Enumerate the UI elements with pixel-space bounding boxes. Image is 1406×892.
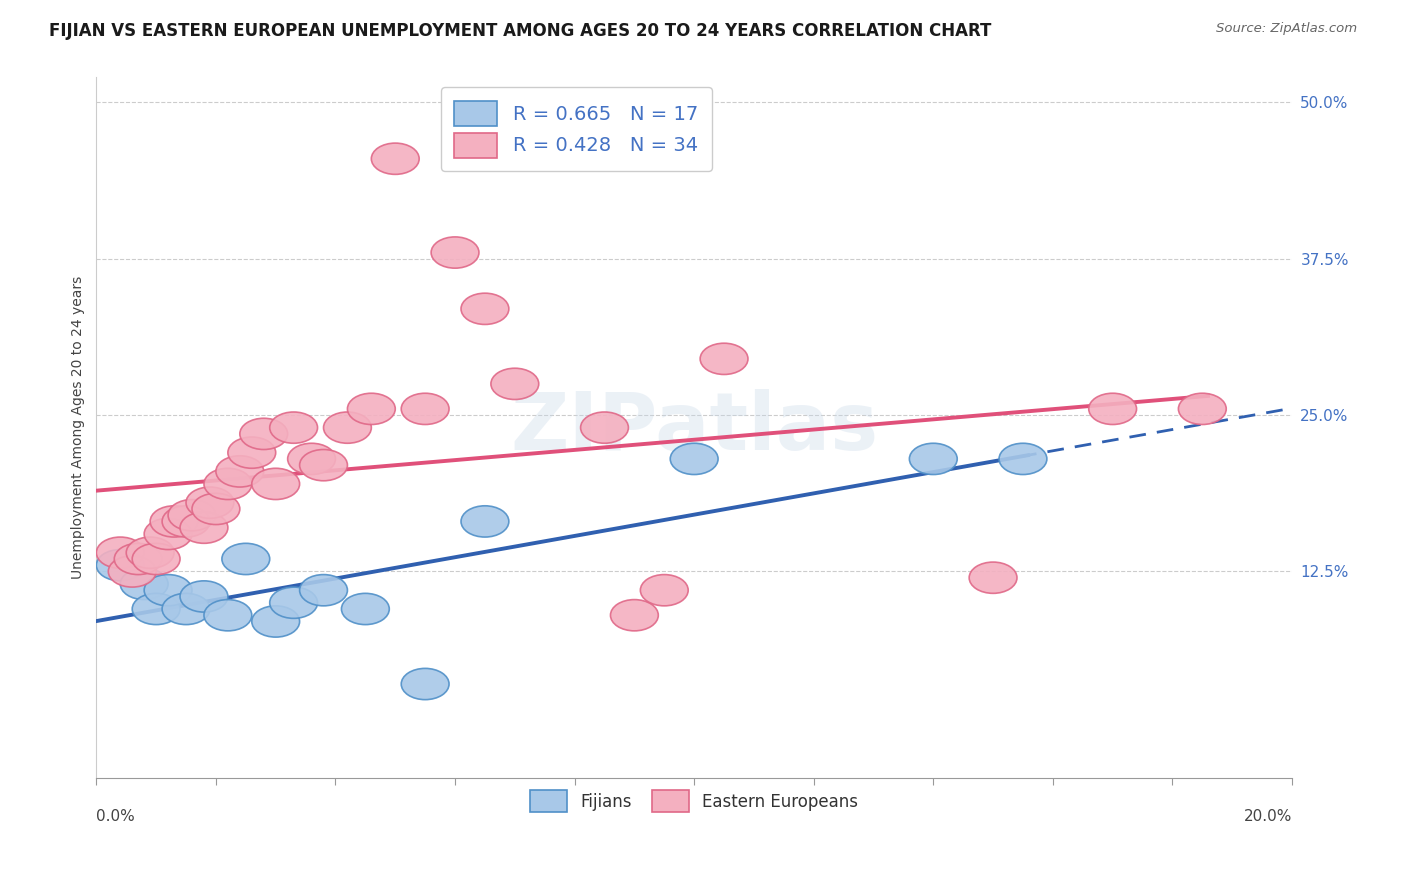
Ellipse shape bbox=[127, 537, 174, 568]
Ellipse shape bbox=[347, 393, 395, 425]
Ellipse shape bbox=[252, 468, 299, 500]
Ellipse shape bbox=[323, 412, 371, 443]
Y-axis label: Unemployment Among Ages 20 to 24 years: Unemployment Among Ages 20 to 24 years bbox=[72, 276, 86, 579]
Ellipse shape bbox=[121, 568, 169, 599]
Ellipse shape bbox=[180, 512, 228, 543]
Ellipse shape bbox=[288, 443, 336, 475]
Ellipse shape bbox=[401, 393, 449, 425]
Ellipse shape bbox=[228, 437, 276, 468]
Ellipse shape bbox=[969, 562, 1017, 593]
Ellipse shape bbox=[132, 593, 180, 624]
Text: ZIPatlas: ZIPatlas bbox=[510, 389, 879, 467]
Ellipse shape bbox=[204, 468, 252, 500]
Ellipse shape bbox=[671, 443, 718, 475]
Ellipse shape bbox=[193, 493, 240, 524]
Legend: Fijians, Eastern Europeans: Fijians, Eastern Europeans bbox=[524, 784, 865, 819]
Ellipse shape bbox=[1000, 443, 1047, 475]
Ellipse shape bbox=[610, 599, 658, 631]
Ellipse shape bbox=[270, 412, 318, 443]
Ellipse shape bbox=[150, 506, 198, 537]
Text: 20.0%: 20.0% bbox=[1244, 809, 1292, 824]
Ellipse shape bbox=[97, 537, 145, 568]
Ellipse shape bbox=[700, 343, 748, 375]
Ellipse shape bbox=[270, 587, 318, 618]
Ellipse shape bbox=[114, 543, 162, 574]
Ellipse shape bbox=[132, 543, 180, 574]
Ellipse shape bbox=[97, 549, 145, 581]
Ellipse shape bbox=[162, 506, 209, 537]
Ellipse shape bbox=[162, 593, 209, 624]
Ellipse shape bbox=[217, 456, 264, 487]
Ellipse shape bbox=[186, 487, 233, 518]
Ellipse shape bbox=[371, 143, 419, 174]
Text: 0.0%: 0.0% bbox=[97, 809, 135, 824]
Ellipse shape bbox=[299, 574, 347, 606]
Ellipse shape bbox=[461, 506, 509, 537]
Ellipse shape bbox=[640, 574, 688, 606]
Ellipse shape bbox=[252, 606, 299, 637]
Ellipse shape bbox=[299, 450, 347, 481]
Ellipse shape bbox=[204, 599, 252, 631]
Ellipse shape bbox=[432, 237, 479, 268]
Ellipse shape bbox=[108, 556, 156, 587]
Ellipse shape bbox=[1088, 393, 1136, 425]
Ellipse shape bbox=[1178, 393, 1226, 425]
Ellipse shape bbox=[461, 293, 509, 325]
Ellipse shape bbox=[240, 418, 288, 450]
Ellipse shape bbox=[169, 500, 217, 531]
Ellipse shape bbox=[145, 574, 193, 606]
Ellipse shape bbox=[180, 581, 228, 612]
Ellipse shape bbox=[491, 368, 538, 400]
Ellipse shape bbox=[145, 518, 193, 549]
Ellipse shape bbox=[342, 593, 389, 624]
Text: FIJIAN VS EASTERN EUROPEAN UNEMPLOYMENT AMONG AGES 20 TO 24 YEARS CORRELATION CH: FIJIAN VS EASTERN EUROPEAN UNEMPLOYMENT … bbox=[49, 22, 991, 40]
Ellipse shape bbox=[222, 543, 270, 574]
Ellipse shape bbox=[401, 668, 449, 699]
Text: Source: ZipAtlas.com: Source: ZipAtlas.com bbox=[1216, 22, 1357, 36]
Ellipse shape bbox=[910, 443, 957, 475]
Ellipse shape bbox=[581, 412, 628, 443]
